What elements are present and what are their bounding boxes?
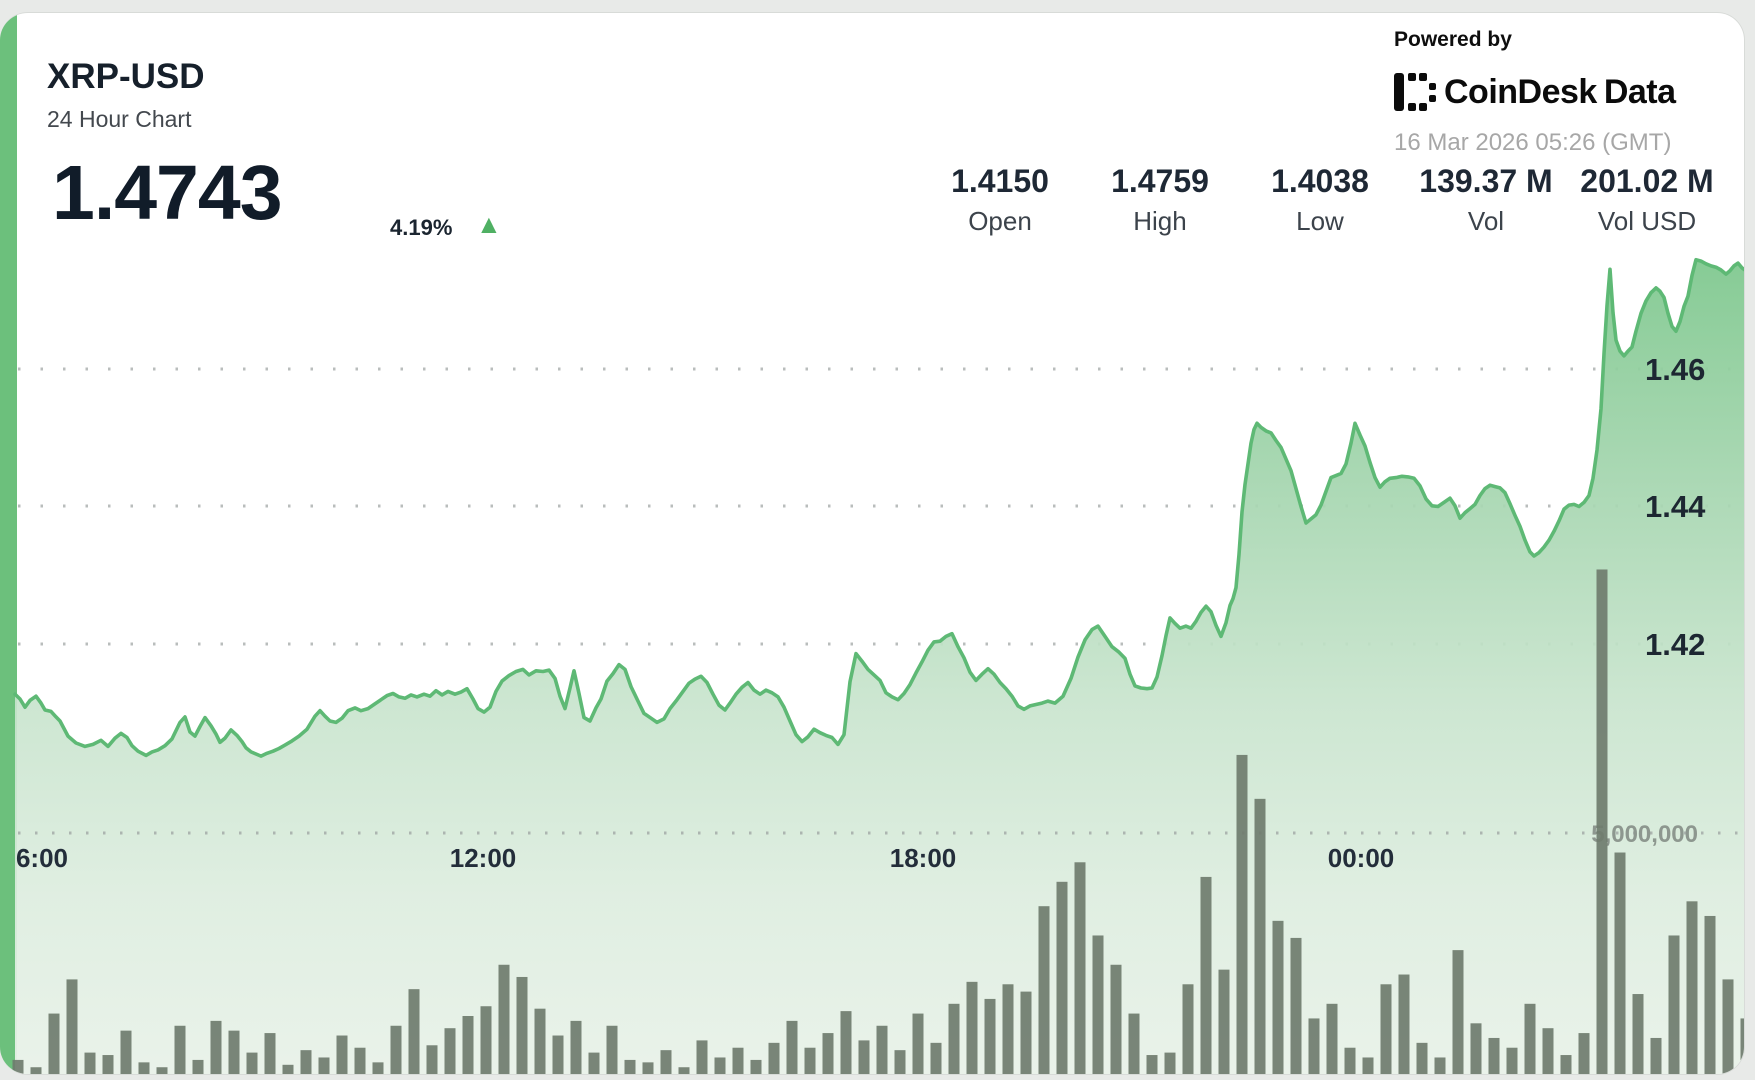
- stat-high-label: High: [1133, 206, 1187, 236]
- stat-low-value: 1.4038: [1271, 163, 1369, 199]
- up-triangle-icon: ▲: [476, 209, 502, 239]
- stat-low: 1.4038 Low: [1235, 163, 1405, 237]
- stat-vol: 139.37 M Vol: [1401, 163, 1571, 237]
- coindesk-logo-icon: [1394, 73, 1436, 111]
- stat-high-value: 1.4759: [1111, 163, 1209, 199]
- price-volume-chart[interactable]: 5,000,000 1.46 1.44 1.42 6:00 12:00 18:00 00:00: [0, 12, 1745, 1075]
- coindesk-brand: CoinDesk Data: [1394, 69, 1676, 115]
- svg-text:1.44: 1.44: [1645, 489, 1706, 524]
- stat-vol-usd: 201.02 M Vol USD: [1562, 163, 1732, 237]
- stat-open-value: 1.4150: [951, 163, 1049, 199]
- stat-high: 1.4759 High: [1075, 163, 1245, 237]
- brand-name-coindesk: CoinDesk: [1444, 72, 1597, 111]
- stat-vol-usd-label: Vol USD: [1597, 206, 1697, 236]
- powered-by-label: Powered by: [1394, 28, 1512, 51]
- last-updated-timestamp: 16 Mar 2026 05:26 (GMT): [1394, 129, 1672, 156]
- svg-text:1.46: 1.46: [1645, 352, 1705, 387]
- svg-text:00:00: 00:00: [1328, 843, 1395, 873]
- stat-vol-value: 139.37 M: [1419, 163, 1553, 199]
- svg-text:6:00: 6:00: [16, 843, 68, 873]
- price-change-percent: 4.19%: [390, 215, 453, 240]
- svg-text:18:00: 18:00: [890, 843, 957, 873]
- accent-left-bar: [0, 13, 17, 1074]
- brand-name-data: Data: [1603, 72, 1676, 111]
- chart-subtitle: 24 Hour Chart: [47, 106, 192, 132]
- stat-vol-label: Vol: [1467, 206, 1505, 236]
- stat-low-label: Low: [1296, 206, 1344, 236]
- page-title: XRP-USD: [47, 57, 205, 96]
- svg-text:1.42: 1.42: [1645, 627, 1705, 662]
- stat-open: 1.4150 Open: [915, 163, 1085, 237]
- chart-card: 5,000,000 1.46 1.44 1.42 6:00 12:00 18:00 00:00…: [0, 12, 1745, 1075]
- svg-text:12:00: 12:00: [450, 843, 517, 873]
- current-price: 1.4743: [52, 150, 283, 236]
- stat-vol-usd-value: 201.02 M: [1580, 163, 1714, 199]
- stat-open-label: Open: [968, 206, 1032, 236]
- svg-text:5,000,000: 5,000,000: [1591, 821, 1698, 848]
